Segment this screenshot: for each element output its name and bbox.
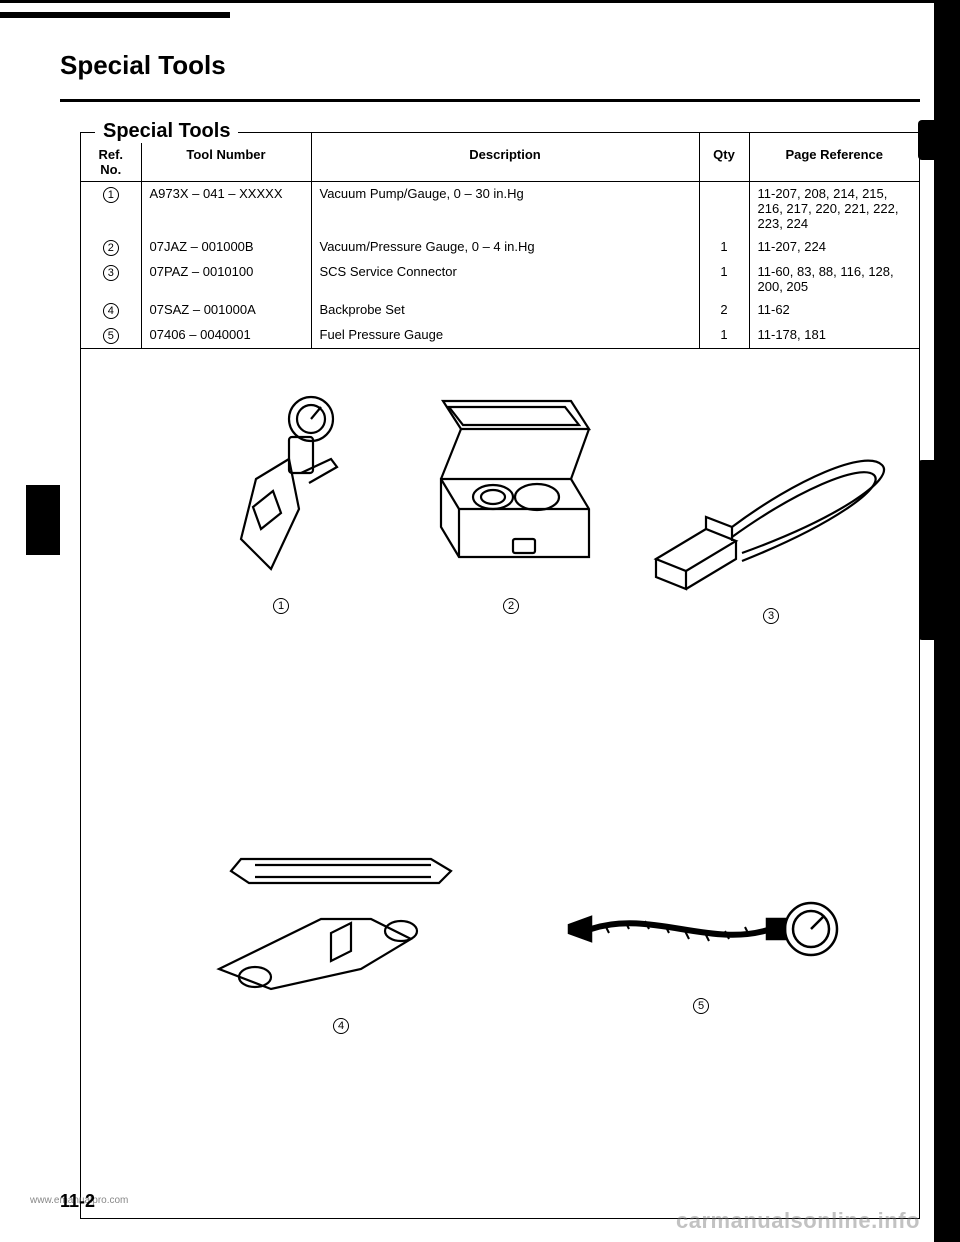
fig-badge: 4 [333,1018,349,1034]
tools-panel: Special Tools Ref. No. Tool Number Descr… [80,132,920,349]
table-row: 3 07PAZ – 0010100 SCS Service Connector … [81,260,919,298]
table-row: 1 A973X – 041 – XXXXX Vacuum Pump/Gauge,… [81,182,919,236]
cell-qty: 1 [699,323,749,348]
fuel-pressure-gauge-icon [561,869,841,989]
cell-page: 11-207, 224 [749,235,919,260]
col-desc: Description [311,133,699,182]
cell-tool: 07JAZ – 001000B [141,235,311,260]
page-title: Special Tools [60,50,920,81]
cell-desc: SCS Service Connector [311,260,699,298]
fig-badge: 2 [503,598,519,614]
cell-qty: 1 [699,235,749,260]
ref-badge: 2 [103,240,119,256]
case-gauge-icon [421,389,601,589]
page-container: Special Tools Special Tools Ref. No. Too… [0,0,960,1242]
cell-page: 11-207, 208, 214, 215, 216, 217, 220, 22… [749,182,919,236]
ref-badge: 3 [103,265,119,281]
figure-5: 5 [551,869,851,1014]
figure-3: 3 [641,429,901,624]
cell-tool: A973X – 041 – XXXXX [141,182,311,236]
table-row: 5 07406 – 0040001 Fuel Pressure Gauge 1 … [81,323,919,348]
cell-tool: 07SAZ – 001000A [141,298,311,323]
cell-page: 11-178, 181 [749,323,919,348]
cell-desc: Backprobe Set [311,298,699,323]
table-row: 4 07SAZ – 001000A Backprobe Set 2 11-62 [81,298,919,323]
figure-area: 1 [80,349,920,1219]
ref-badge: 4 [103,303,119,319]
scs-connector-icon [646,429,896,599]
col-page: Page Reference [749,133,919,182]
fig-badge: 5 [693,998,709,1014]
cell-tool: 07PAZ – 0010100 [141,260,311,298]
cell-desc: Vacuum/Pressure Gauge, 0 – 4 in.Hg [311,235,699,260]
col-qty: Qty [699,133,749,182]
tools-table: Ref. No. Tool Number Description Qty Pag… [81,133,919,348]
vacuum-pump-icon [201,389,361,589]
cell-qty [699,182,749,236]
ref-badge: 5 [103,328,119,344]
cell-page: 11-62 [749,298,919,323]
cell-qty: 2 [699,298,749,323]
watermark: carmanualsonline.info [676,1208,920,1234]
panel-title: Special Tools [95,120,238,143]
figure-1: 1 [171,389,391,614]
table-row: 2 07JAZ – 001000B Vacuum/Pressure Gauge,… [81,235,919,260]
cell-tool: 07406 – 0040001 [141,323,311,348]
page-number: 11-2 [60,1191,95,1212]
figure-2: 2 [411,389,611,614]
fig-badge: 3 [763,608,779,624]
cell-desc: Fuel Pressure Gauge [311,323,699,348]
backprobe-set-icon [201,819,481,1009]
fig-badge: 1 [273,598,289,614]
ref-badge: 1 [103,187,119,203]
cell-page: 11-60, 83, 88, 116, 128, 200, 205 [749,260,919,298]
cell-qty: 1 [699,260,749,298]
figure-4: 4 [191,819,491,1034]
title-rule [60,99,920,102]
cell-desc: Vacuum Pump/Gauge, 0 – 30 in.Hg [311,182,699,236]
